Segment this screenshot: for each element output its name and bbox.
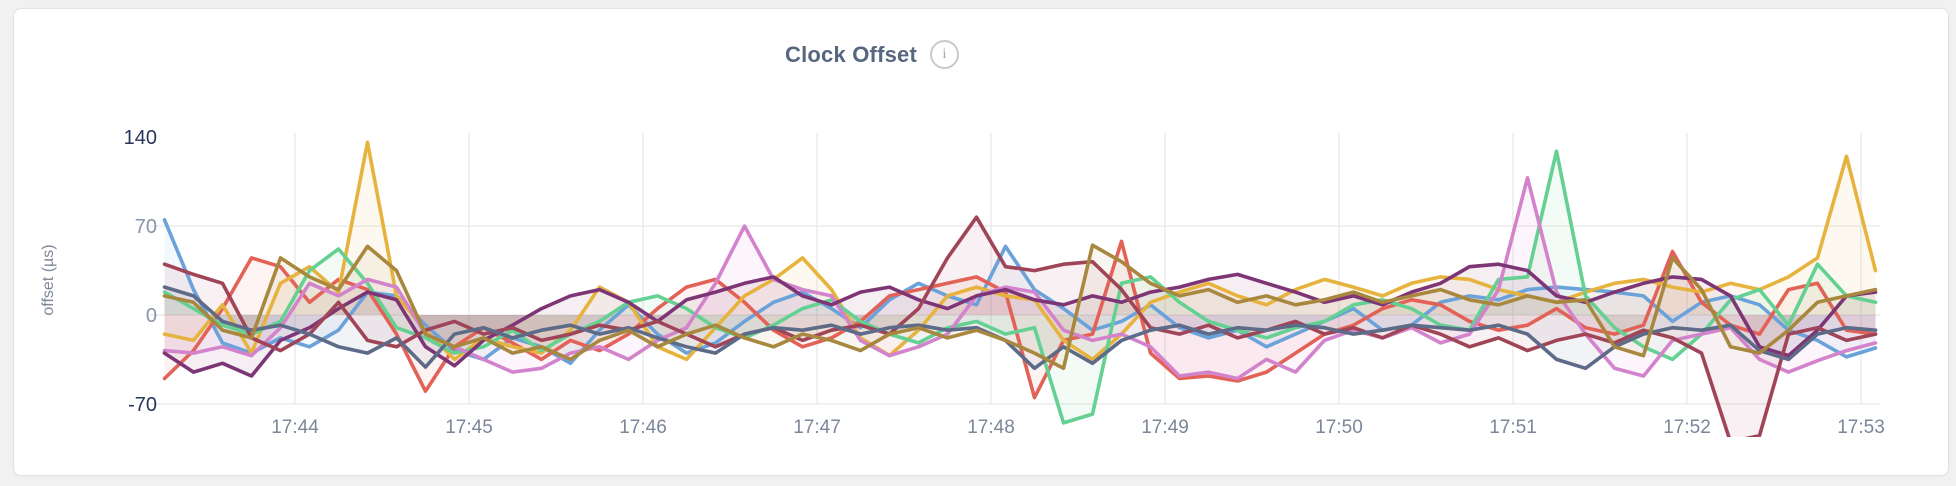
series-line-series-purple [162,262,1878,378]
series-area-series-green [164,151,1876,423]
x-tick-label: 17:45 [445,417,493,438]
series-area-series-salmon [164,241,1876,398]
grid-lines [150,133,1880,405]
y-tick-label: 140 [124,127,157,149]
y-tick-label: 70 [135,216,157,238]
y-axis-title: offset (µs) [40,244,57,316]
series-line-series-gold [162,140,1878,362]
chart-title: Clock Offset [785,41,917,67]
x-tick-label: 17:51 [1489,417,1537,438]
series-line-series-slate [162,285,1878,371]
series-line-series-maroon [162,215,1878,437]
x-tick-label: 17:47 [793,417,841,438]
chart-card [13,8,1949,476]
x-tick-label: 17:48 [967,417,1015,438]
x-tick-label: 17:46 [619,417,667,438]
x-tick-label: 17:44 [271,417,319,438]
y-tick-label: -70 [128,394,157,416]
x-tick-label: 17:52 [1663,417,1711,438]
series-line-series-olive [162,243,1878,371]
x-tick-label: 17:49 [1141,417,1189,438]
series-area-series-slate [164,287,1876,369]
series-lines [162,140,1878,437]
x-tick-label: 17:50 [1315,417,1363,438]
y-tick-label: 0 [146,305,157,327]
x-tick-label: 17:53 [1837,417,1885,438]
info-icon[interactable]: i [929,40,959,69]
y-axis-ticks: 140 70 0 -70 [124,127,157,416]
series-area-series-gold [164,142,1876,360]
x-axis-ticks: 17:44 17:45 17:46 17:47 17:48 17:49 17:50 17:51… [271,417,1885,438]
chart-header: Clock Offset i [785,40,959,69]
